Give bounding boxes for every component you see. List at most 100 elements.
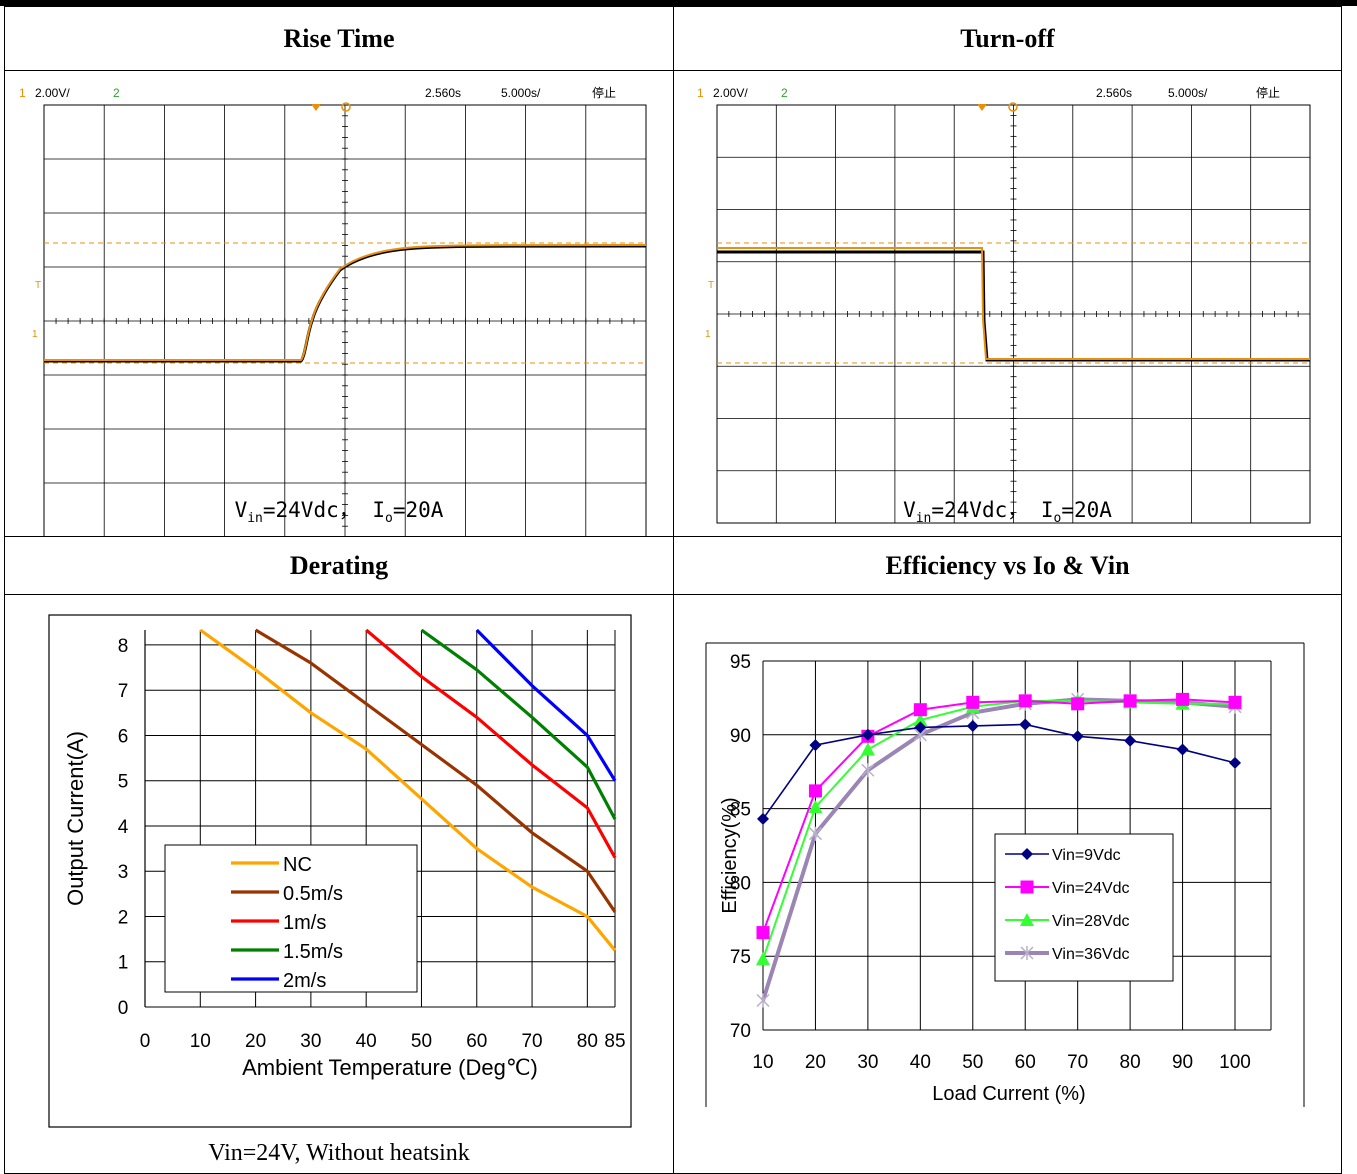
series-marker [1020, 946, 1034, 960]
derating-y-tick-label: 7 [118, 681, 129, 702]
efficiency-cell: 10 20 30 40 50 60 70 80 90 100 70 75 80 85 90 95 Load Cu… [673, 594, 1342, 1174]
scope-ch1-scale: 2.00V/ [35, 86, 70, 100]
scope-time-offset: 2.560s [425, 86, 461, 100]
efficiency-x-tick-label: 10 [752, 1052, 773, 1073]
derating-y-axis-label: Output Current(A) [63, 731, 88, 906]
derating-outer-frame [48, 614, 632, 1128]
derating-x-tick-label: 50 [411, 1031, 432, 1052]
derating-chart: 0 10 20 30 40 50 60 70 80 85 0 1 2 3 4 5 6 7 8 Ambient Temp… [48, 614, 632, 1128]
rise-trace [44, 244, 647, 361]
legend-label: 1.5m/s [283, 941, 343, 963]
series-marker [756, 926, 770, 940]
efficiency-x-tick-label: 70 [1067, 1052, 1088, 1073]
trigger-position-marker [977, 104, 987, 111]
efficiency-series [756, 692, 1242, 940]
series-marker [808, 800, 823, 814]
series-marker [1021, 848, 1033, 860]
trigger-position-marker [311, 104, 321, 111]
turn-off-caption: Vin=24Vdc， Io=20A [903, 498, 1112, 527]
series-marker [1176, 743, 1189, 756]
turn-off-scope: 1 2.00V/ 2 2.560s 5.000s/ 停止 T 1 [697, 85, 1311, 524]
efficiency-chart: 10 20 30 40 50 60 70 80 90 100 70 75 80 85 90 95 Load Cu… [705, 642, 1305, 1107]
scope-ch1-scale: 2.00V/ [713, 86, 748, 100]
efficiency-y-tick-label: 80 [730, 873, 751, 894]
derating-x-tick-label: 40 [356, 1031, 377, 1052]
derating-caption: Vin=24V, Without heatsink [208, 1140, 470, 1166]
efficiency-x-tick-label: 40 [910, 1052, 931, 1073]
derating-series-line [254, 628, 617, 913]
efficiency-x-tick-label: 50 [962, 1052, 983, 1073]
series-marker [861, 763, 875, 778]
series-marker [1071, 697, 1085, 711]
efficiency-x-tick-label: 100 [1219, 1052, 1251, 1073]
series-marker [809, 739, 822, 752]
derating-y-tick-label: 1 [118, 953, 129, 974]
derating-header: Derating [4, 536, 674, 595]
legend-box [994, 833, 1174, 982]
legend-label: Vin=9Vdc [1052, 847, 1121, 864]
efficiency-y-tick-label: 90 [730, 726, 751, 747]
series-marker [913, 713, 928, 727]
legend-label: 1m/s [283, 912, 326, 934]
scope-grid [716, 104, 1311, 524]
efficiency-x-tick-label: 80 [1120, 1052, 1141, 1073]
derating-x-tick-label: 85 [604, 1031, 625, 1052]
ch1-ground-marker: 1 [32, 329, 38, 340]
derating-x-tick-label: 20 [245, 1031, 266, 1052]
series-marker [757, 812, 769, 825]
efficiency-x-tick-label: 20 [805, 1052, 826, 1073]
derating-y-tick-label: 2 [118, 907, 129, 928]
ch1-ground-marker: 1 [705, 329, 711, 340]
series-marker [860, 742, 875, 756]
turn-off-header: Turn-off [673, 6, 1342, 71]
series-marker [808, 784, 822, 798]
page-top-border [0, 0, 1357, 6]
efficiency-y-tick-label: 85 [730, 800, 751, 821]
rise-time-header: Rise Time [4, 6, 674, 71]
efficiency-y-tick-label: 75 [730, 947, 751, 968]
series-marker [808, 826, 822, 841]
efficiency-legend: Vin=9Vdc Vin=24Vdc Vin=28Vdc Vin=36Vdc [994, 833, 1174, 982]
derating-y-tick-label: 0 [118, 998, 129, 1019]
efficiency-y-tick-label: 70 [730, 1021, 751, 1042]
derating-x-axis-label: Ambient Temperature (Deg℃) [242, 1055, 538, 1080]
derating-x-tick-label: 80 [577, 1031, 598, 1052]
trigger-origin-marker [1008, 102, 1018, 112]
series-marker [966, 719, 979, 732]
series-marker [1123, 694, 1137, 708]
derating-y-tick-label: 4 [118, 817, 129, 838]
derating-x-tick-label: 10 [190, 1031, 211, 1052]
spec-figure-table: Rise Time Turn-off 1 2.00V/ 2 2.560s 5.0… [4, 6, 1342, 1174]
derating-legend: NC 0.5m/s 1m/s 1.5m/s 2m/s [164, 844, 418, 993]
rise-time-cell: 1 2.00V/ 2 2.560s 5.000s/ 停止 T 1 Vin=24V… [4, 70, 674, 537]
efficiency-x-tick-label: 90 [1172, 1052, 1193, 1073]
series-marker [913, 703, 927, 717]
scope-status: 停止 [1256, 85, 1280, 100]
rise-time-scope: 1 2.00V/ 2 2.560s 5.000s/ 停止 T 1 [19, 85, 647, 536]
scope-ch2-label: 2 [781, 86, 788, 100]
legend-label: NC [283, 854, 312, 876]
legend-label: Vin=36Vdc [1052, 946, 1130, 963]
series-marker [1019, 718, 1032, 731]
efficiency-x-tick-label: 60 [1015, 1052, 1036, 1073]
series-marker [1071, 730, 1084, 743]
rise-time-caption: Vin=24Vdc， Io=20A [234, 498, 444, 527]
scope-time-scale: 5.000s/ [501, 86, 541, 100]
scope-ch2-label: 2 [113, 86, 120, 100]
series-marker [1124, 734, 1137, 747]
efficiency-series-line [762, 699, 1235, 960]
derating-x-tick-label: 30 [300, 1031, 321, 1052]
efficiency-x-tick-label: 30 [857, 1052, 878, 1073]
series-marker [966, 695, 980, 709]
series-marker [756, 952, 770, 966]
scope-ch1-label: 1 [19, 86, 26, 100]
legend-label: 0.5m/s [283, 883, 343, 905]
series-marker [1229, 756, 1241, 769]
efficiency-y-tick-label: 95 [730, 652, 751, 673]
derating-y-tick-label: 3 [118, 862, 129, 883]
scope-status: 停止 [592, 85, 616, 100]
efficiency-series-line [761, 697, 1236, 1002]
series-marker [1176, 692, 1190, 706]
efficiency-series [757, 718, 1241, 825]
derating-x-tick-label: 60 [466, 1031, 487, 1052]
